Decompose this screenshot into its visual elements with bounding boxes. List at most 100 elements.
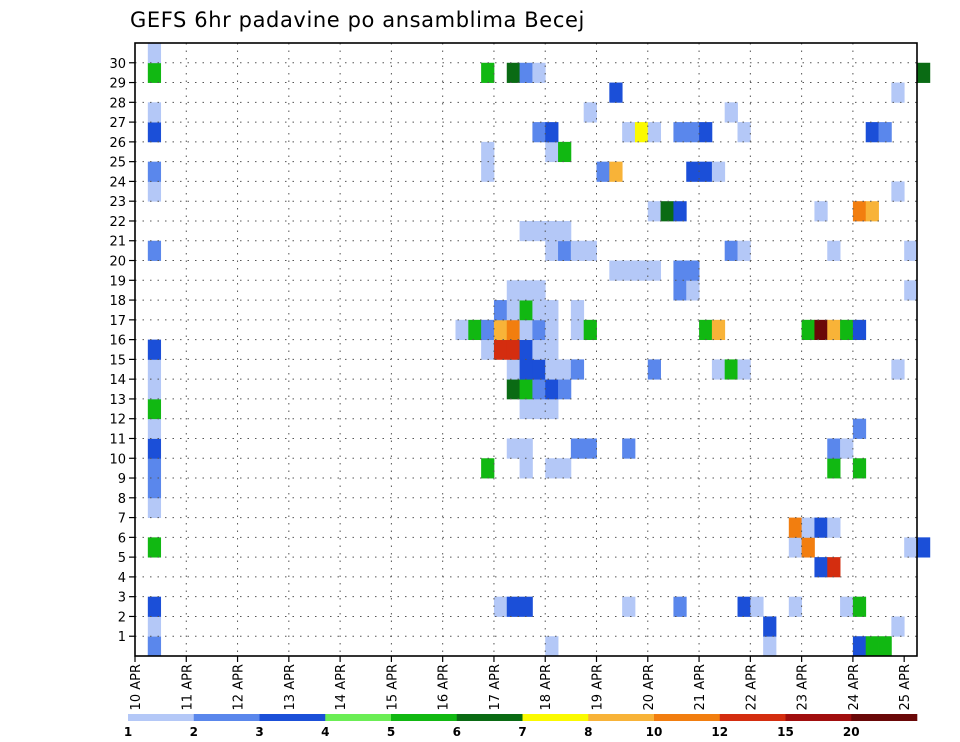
heatmap-cells (147, 43, 931, 657)
heatmap-cell (737, 596, 751, 617)
heatmap-cell (596, 161, 610, 182)
heatmap-cell (878, 636, 892, 657)
heatmap-cell (481, 161, 495, 182)
heatmap-cell (506, 339, 520, 360)
y-tick-label: 12 (109, 413, 126, 428)
heatmap-cell (724, 240, 738, 261)
x-tick-label: 12 APR (232, 664, 247, 710)
heatmap-cell (801, 537, 815, 558)
heatmap-cell (493, 300, 508, 321)
y-tick-label: 20 (109, 255, 126, 270)
heatmap-cell (814, 557, 828, 578)
heatmap-cell (788, 517, 803, 538)
colorbar-label: 6 (453, 725, 461, 739)
heatmap-cell (481, 319, 495, 341)
heatmap-cell (686, 260, 700, 281)
heatmap-cell (519, 300, 533, 321)
heatmap-cell (827, 557, 841, 578)
heatmap-cell (545, 458, 559, 479)
heatmap-cell (519, 280, 533, 301)
heatmap-cell (532, 319, 546, 341)
heatmap-cell (570, 300, 585, 321)
colorbar-label: 4 (321, 725, 329, 739)
y-tick-label: 4 (118, 571, 126, 586)
heatmap-cell (737, 122, 751, 143)
x-tick-label: 20 APR (642, 664, 657, 710)
heatmap-cell (570, 359, 585, 380)
heatmap-cell (506, 379, 520, 400)
y-tick-label: 26 (109, 136, 126, 151)
heatmap-cell (506, 438, 520, 459)
heatmap-cell (814, 517, 828, 538)
heatmap-cell (147, 418, 162, 439)
heatmap-cell (891, 82, 905, 103)
y-tick-label: 18 (109, 294, 126, 309)
heatmap-cell (519, 438, 533, 459)
heatmap-cell (852, 596, 867, 617)
heatmap-cell (147, 616, 162, 637)
colorbar-swatch (851, 714, 918, 721)
heatmap-cell (147, 458, 162, 479)
heatmap-cell (570, 438, 585, 459)
colorbar-label: 3 (255, 725, 263, 739)
y-tick-label: 16 (109, 334, 126, 349)
heatmap-cell (878, 122, 892, 143)
heatmap-cell (827, 240, 841, 261)
colorbar-label: 10 (646, 725, 663, 739)
y-tick-label: 10 (109, 452, 126, 467)
heatmap-cell (622, 122, 636, 143)
heatmap-cell (686, 280, 700, 301)
heatmap-cell (609, 82, 623, 103)
heatmap-cell (532, 280, 546, 301)
heatmap-cell (493, 596, 508, 617)
heatmap-cell (558, 141, 572, 163)
heatmap-cell (147, 359, 162, 380)
y-tick-label: 8 (118, 492, 126, 507)
heatmap-cell (699, 122, 713, 143)
heatmap-cell (519, 62, 533, 83)
heatmap-cell (827, 319, 841, 341)
heatmap-cell (904, 280, 918, 301)
colorbar-swatch (588, 714, 655, 721)
colorbar-label: 1 (124, 725, 132, 739)
heatmap-cell (570, 319, 585, 341)
y-tick-label: 19 (109, 274, 126, 289)
x-tick-label: 10 APR (129, 664, 144, 710)
heatmap-cell (686, 161, 700, 182)
plot-frame (134, 42, 918, 657)
heatmap-cell (699, 161, 713, 182)
x-tick-label: 16 APR (437, 664, 452, 710)
x-tick-label: 15 APR (385, 664, 400, 710)
y-tick-label: 11 (109, 432, 126, 447)
heatmap-cell (711, 359, 726, 380)
y-tick-label: 14 (109, 373, 126, 388)
heatmap-cell (917, 62, 931, 83)
heatmap-cell (583, 102, 597, 123)
heatmap-cell (673, 260, 687, 281)
heatmap-cell (673, 122, 687, 143)
y-tick-label: 29 (109, 77, 126, 92)
colorbar-swatch (785, 714, 852, 721)
heatmap-cell (532, 122, 546, 143)
plot-gridlines (135, 43, 917, 656)
heatmap-cell (558, 359, 572, 380)
heatmap-cell (865, 122, 879, 143)
heatmap-cell (660, 201, 674, 222)
heatmap-cell (840, 596, 854, 617)
heatmap-cell (519, 458, 533, 479)
x-tick-label: 11 APR (180, 664, 195, 710)
heatmap-cell (147, 43, 162, 64)
heatmap-cell (545, 300, 559, 321)
colorbar-swatch (391, 714, 458, 721)
y-tick-label: 21 (109, 235, 126, 250)
colorbar-label: 2 (190, 725, 198, 739)
heatmap-cell (147, 537, 162, 558)
heatmap-cell (506, 300, 520, 321)
heatmap-cell (788, 537, 803, 558)
x-tick-label: 22 APR (744, 664, 759, 710)
colorbar-swatch (456, 714, 523, 721)
heatmap-cell (147, 181, 162, 202)
heatmap-cell (545, 339, 559, 360)
heatmap-cell (545, 122, 559, 143)
heatmap-cell (147, 497, 162, 518)
